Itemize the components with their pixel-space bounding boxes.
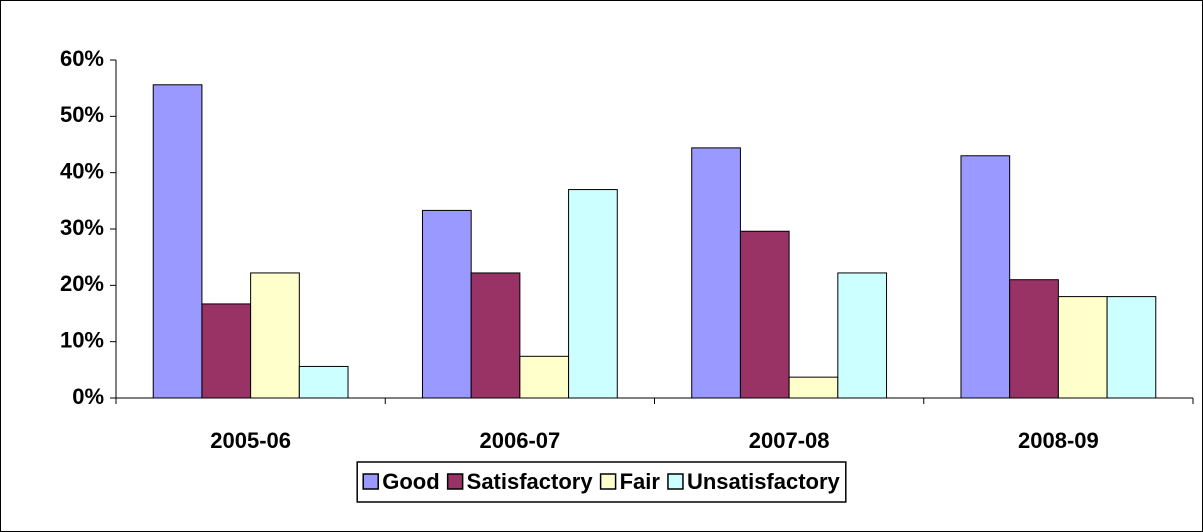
bar xyxy=(152,84,203,399)
bar xyxy=(470,272,521,399)
x-tick-label: 2006-07 xyxy=(480,428,561,453)
bar xyxy=(298,365,349,399)
bar xyxy=(1009,279,1059,399)
bar xyxy=(250,272,300,399)
legend-swatch xyxy=(599,473,617,490)
x-tick-label: 2008-09 xyxy=(1018,428,1099,453)
legend-label: Fair xyxy=(620,469,661,494)
y-tick-label: 30% xyxy=(60,215,104,240)
bar xyxy=(788,376,839,399)
legend-label: Unsatisfactory xyxy=(687,469,841,494)
y-tick-label: 0% xyxy=(72,384,104,409)
legend-label: Good xyxy=(382,469,439,494)
bar xyxy=(1057,296,1108,399)
bar xyxy=(201,303,252,399)
bar xyxy=(568,189,618,399)
legend-swatch xyxy=(362,473,379,490)
bar xyxy=(739,230,790,399)
bar xyxy=(1106,296,1157,399)
x-tick-label: 2005-06 xyxy=(210,428,291,453)
x-tick-label: 2007-08 xyxy=(749,428,830,453)
bar xyxy=(519,355,570,399)
y-tick-label: 60% xyxy=(60,46,104,71)
y-tick-label: 40% xyxy=(60,158,104,183)
y-tick-label: 10% xyxy=(60,327,104,352)
y-tick-label: 20% xyxy=(60,271,104,296)
y-tick-label: 50% xyxy=(60,102,104,127)
bar xyxy=(837,272,888,399)
legend-swatch xyxy=(667,473,684,490)
bar xyxy=(960,155,1011,399)
legend-swatch xyxy=(446,473,464,490)
bar xyxy=(421,209,472,399)
bar xyxy=(691,147,741,399)
legend-label: Satisfactory xyxy=(467,469,594,494)
